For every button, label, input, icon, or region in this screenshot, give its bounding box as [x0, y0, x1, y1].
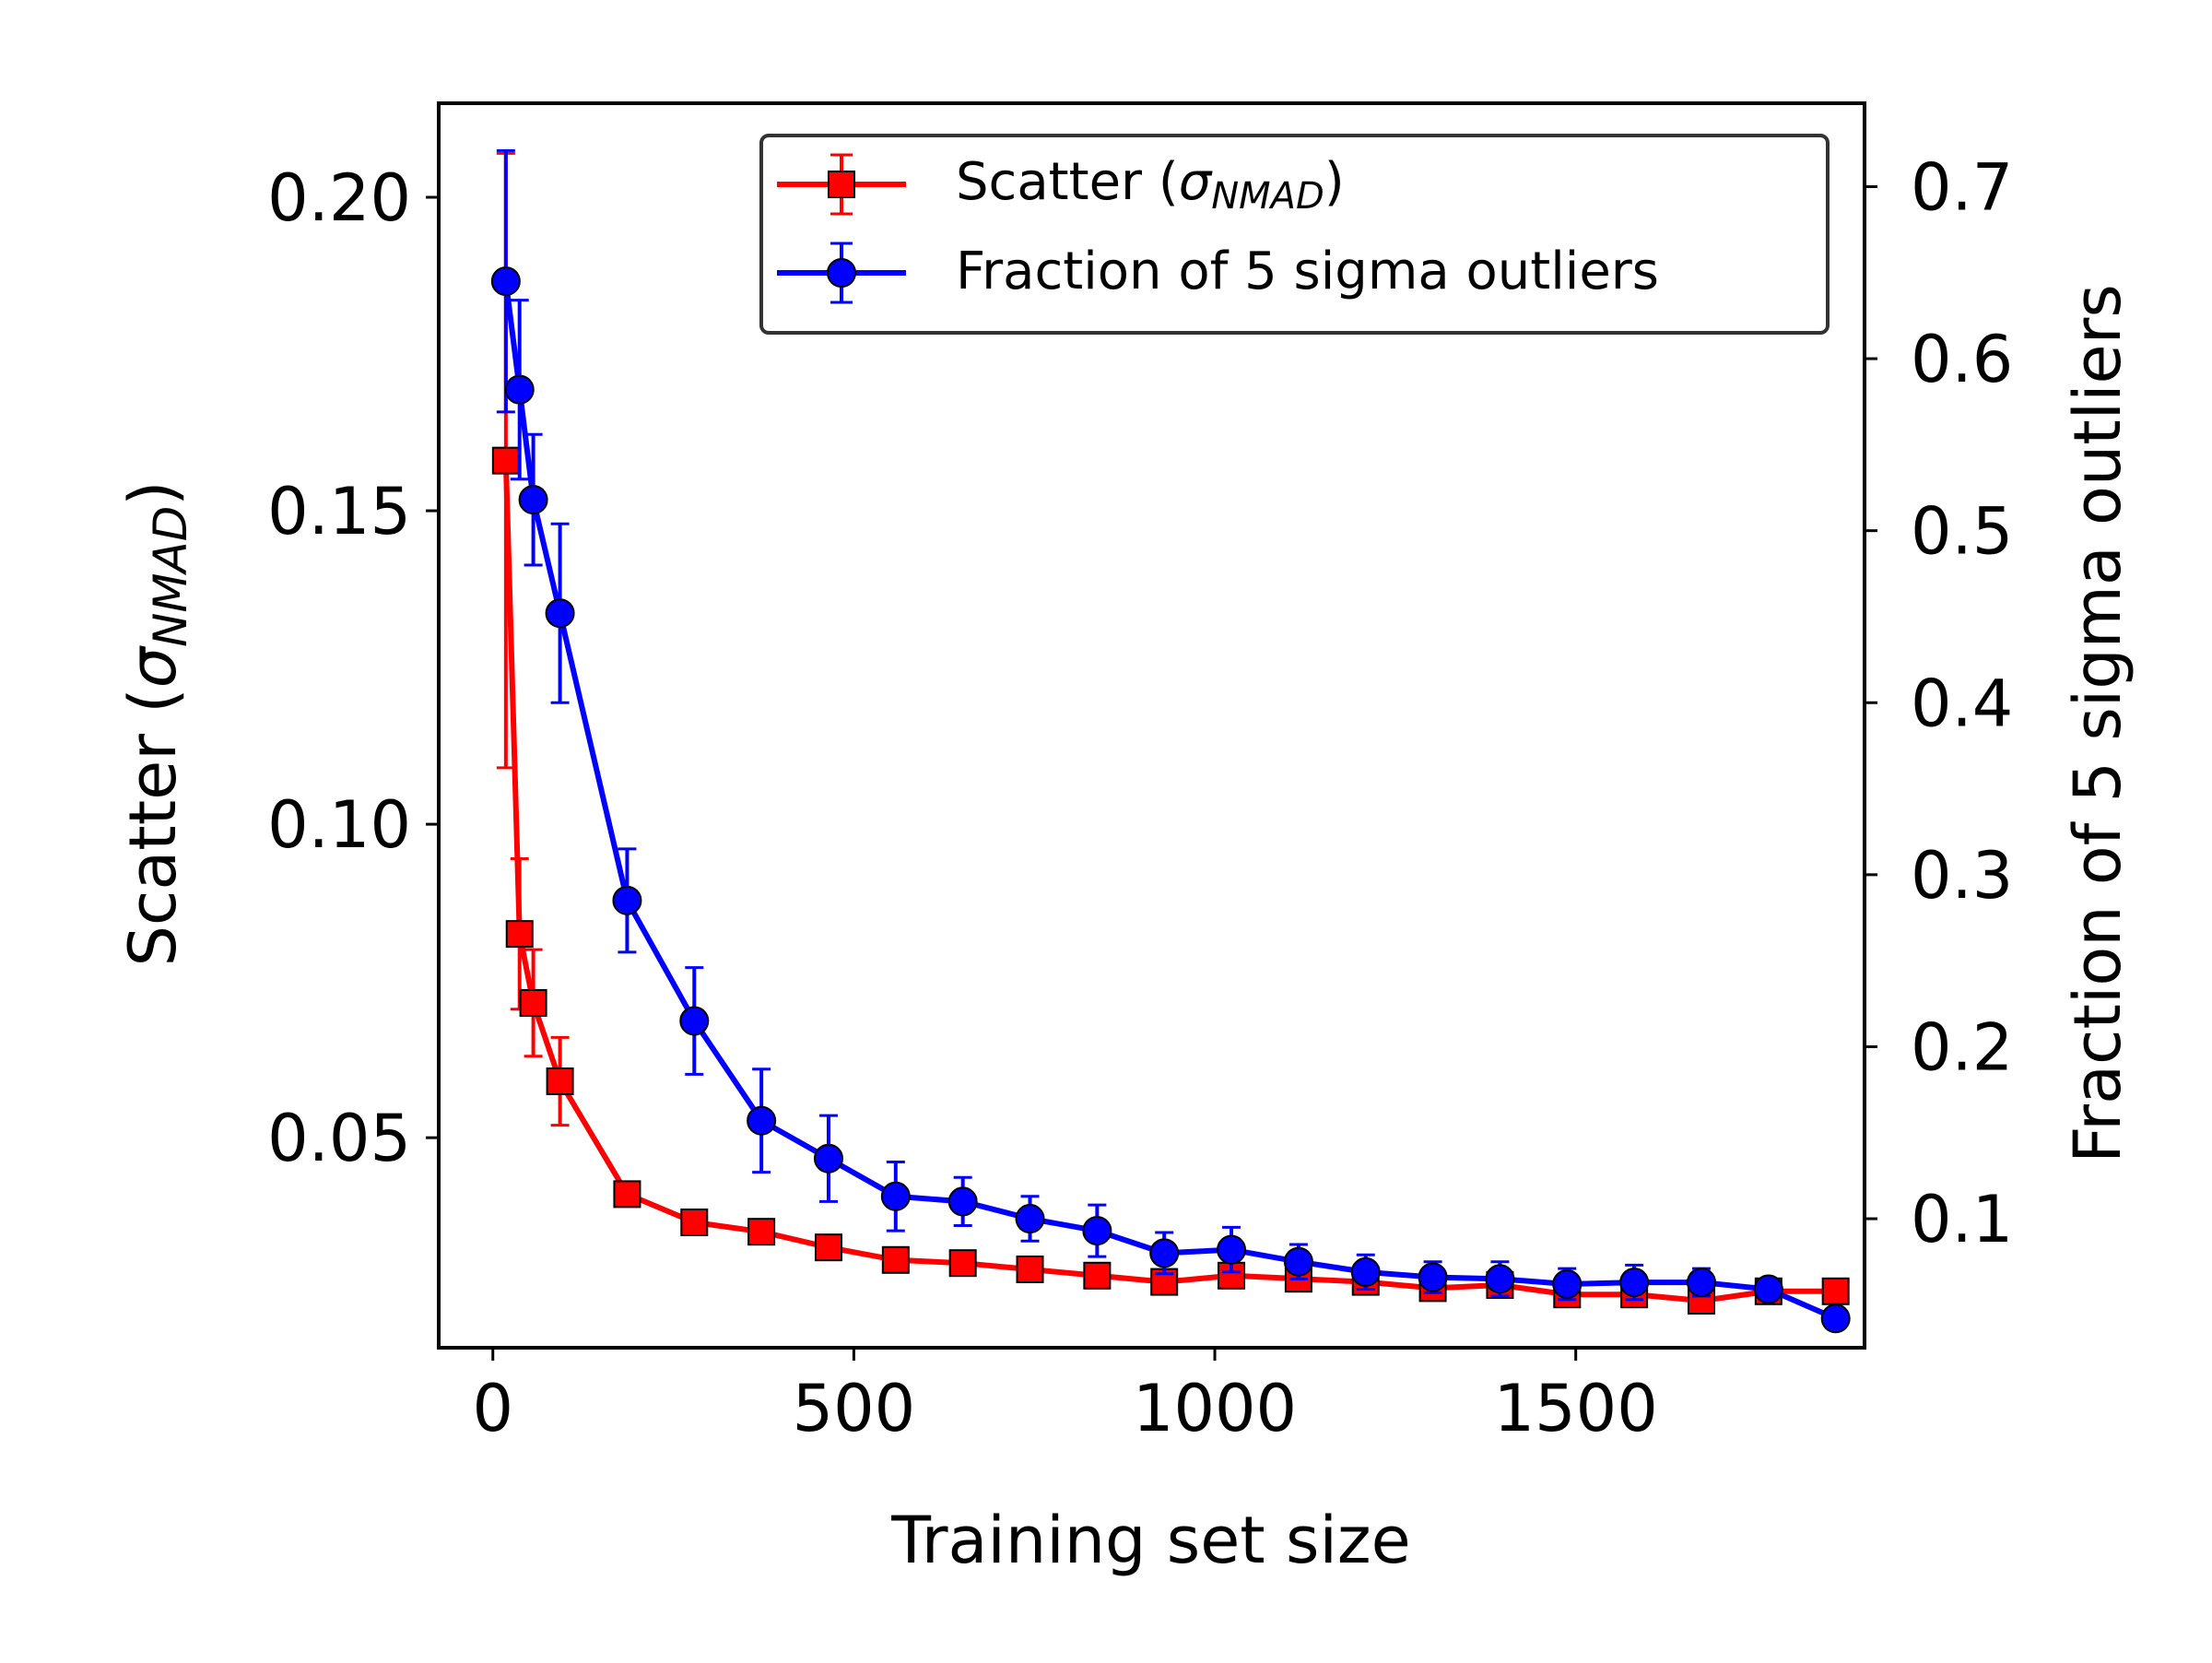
legend-frame — [759, 134, 1830, 335]
data-point — [1418, 1262, 1448, 1292]
legend-item-outliers: Fraction of 5 sigma outliers — [777, 242, 1659, 304]
x-axis-label: Training set size — [890, 1503, 1410, 1578]
data-point — [679, 1006, 710, 1036]
data-point — [1082, 1216, 1112, 1246]
data-point — [1753, 1274, 1783, 1304]
data-point — [747, 1218, 776, 1246]
series-line — [502, 280, 1837, 1322]
legend-label-scatter-close: ) — [1324, 152, 1345, 212]
data-point — [519, 988, 547, 1017]
chart-layer-series — [490, 148, 1851, 1334]
y-axis-label-right: Fraction of 5 sigma outliers — [2060, 284, 2136, 1163]
data-point — [1083, 1261, 1112, 1290]
y-left-tick-label: 0.10 — [267, 787, 411, 863]
y-axis-label-left-main: Scatter ( — [115, 688, 191, 966]
data-point — [612, 885, 642, 915]
legend-label-scatter: Scatter (σNMAD) — [956, 152, 1345, 218]
data-point — [1552, 1268, 1583, 1299]
data-point — [505, 920, 534, 949]
data-point — [1350, 1256, 1381, 1287]
data-point — [1149, 1238, 1180, 1268]
ticks-layer: 0 500 1000 1500 0.05 0.10 0.15 0.20 0.1 0.2 0.3 0.4… — [267, 149, 2013, 1446]
legend-label-scatter-main: Scatter ( — [956, 152, 1179, 212]
data-point — [1016, 1255, 1044, 1283]
y-right-tick-label: 0.3 — [1911, 838, 2013, 914]
data-point — [1217, 1234, 1247, 1265]
y-left-tick-label: 0.15 — [267, 474, 411, 549]
y-right-tick-label: 0.5 — [1911, 494, 2013, 570]
y-right-tick-label: 0.4 — [1911, 666, 2013, 741]
y-right-tick-label: 0.7 — [1911, 149, 2013, 225]
data-point — [680, 1208, 709, 1236]
y-right-tick-label: 0.2 — [1911, 1009, 2013, 1085]
data-point — [1686, 1268, 1716, 1298]
y-axis-label-left: Scatter (σNMAD) — [115, 480, 197, 966]
data-point — [1820, 1303, 1851, 1334]
y-right-tick-label: 0.1 — [1911, 1182, 2013, 1257]
data-point — [491, 446, 520, 475]
data-point — [1619, 1268, 1650, 1298]
y-axis-label-left-sym: σ — [115, 644, 191, 688]
x-tick-label: 1500 — [1494, 1371, 1658, 1446]
x-tick-label: 1000 — [1133, 1371, 1297, 1446]
data-point — [948, 1249, 977, 1278]
data-point — [881, 1245, 910, 1274]
data-point — [504, 374, 535, 405]
y-left-tick-label: 0.05 — [267, 1101, 411, 1176]
data-point — [1821, 1277, 1850, 1305]
data-point — [518, 485, 548, 515]
y-left-tick-label: 0.20 — [267, 160, 411, 236]
series-line — [502, 460, 1836, 1303]
legend-item-scatter: Scatter (σNMAD) — [777, 152, 1345, 218]
x-tick-label: 500 — [793, 1371, 916, 1446]
data-point — [1485, 1264, 1515, 1294]
data-point — [1283, 1246, 1313, 1277]
data-point — [546, 1067, 574, 1095]
data-point — [490, 266, 521, 297]
x-tick-label: 0 — [472, 1371, 513, 1446]
data-point — [545, 598, 575, 629]
y-axis-label-left-close: ) — [115, 480, 191, 505]
plot-frame — [437, 101, 1866, 1350]
data-point — [813, 1143, 843, 1174]
legend-label-scatter-sym: σ — [1179, 152, 1213, 212]
data-point — [880, 1181, 911, 1211]
data-point — [947, 1186, 978, 1217]
legend-marker-outliers — [827, 258, 856, 288]
y-axis-label-left-sub: NMAD — [144, 506, 197, 647]
data-point — [814, 1233, 842, 1262]
data-point — [613, 1180, 641, 1209]
legend-label-scatter-sub: NMAD — [1211, 175, 1324, 218]
legend: Scatter (σNMAD) Fraction of 5 sigma outl… — [759, 134, 1830, 335]
y-right-tick-label: 0.6 — [1911, 322, 2013, 397]
series-outliers — [490, 148, 1851, 1334]
data-point — [747, 1105, 777, 1136]
legend-marker-scatter — [828, 171, 855, 198]
data-point — [1015, 1204, 1045, 1234]
legend-label-outliers: Fraction of 5 sigma outliers — [956, 242, 1659, 301]
